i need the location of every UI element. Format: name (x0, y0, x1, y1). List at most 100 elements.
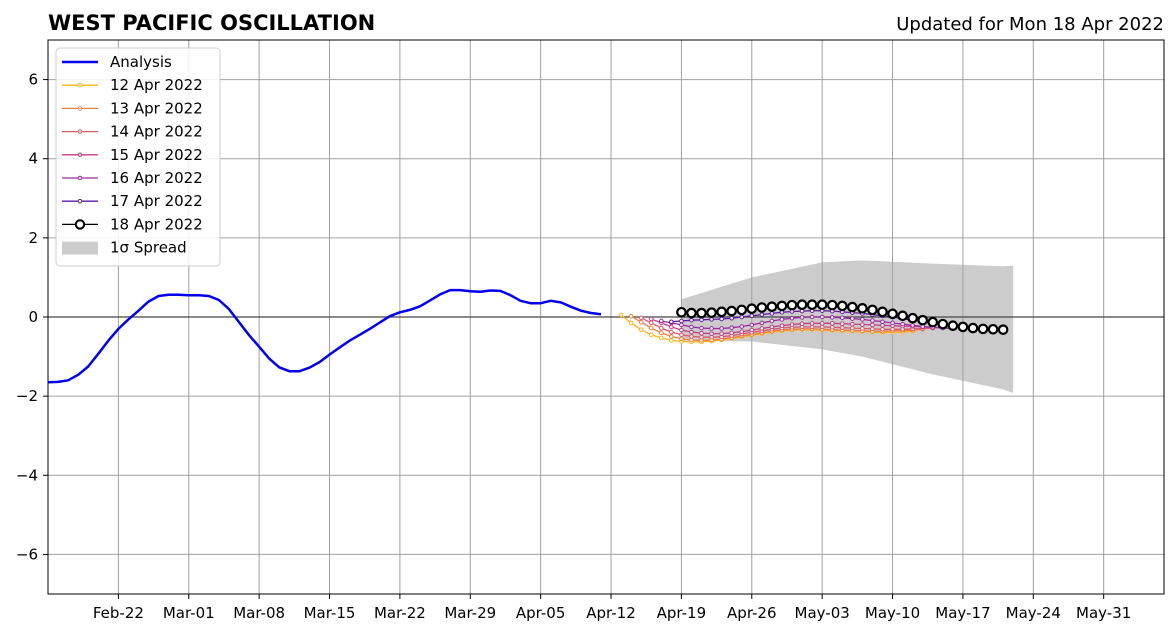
forecast-point (749, 322, 755, 328)
x-tick-label: Mar-01 (163, 604, 215, 622)
latest-forecast-point (806, 299, 818, 311)
x-tick-label: Mar-22 (374, 604, 426, 622)
latest-forecast-point (917, 314, 929, 326)
forecast-point (638, 315, 644, 321)
forecast-point (860, 317, 865, 322)
forecast-point (699, 334, 704, 340)
latest-forecast-point (766, 301, 778, 313)
latest-forecast-point (756, 302, 768, 313)
legend-label: 15 Apr 2022 (110, 146, 203, 164)
forecast-point (648, 325, 654, 331)
forecast-point (689, 324, 694, 330)
forecast-point (719, 316, 724, 322)
x-tick-label: Apr-19 (657, 604, 707, 622)
legend-marker-forecast (77, 129, 83, 134)
forecast-point (880, 323, 885, 328)
forecast-point (839, 325, 845, 330)
forecast-point (689, 317, 694, 323)
latest-forecast-point (927, 316, 939, 328)
forecast-point (739, 329, 745, 334)
legend-label: Analysis (110, 53, 172, 71)
latest-forecast-point (776, 300, 788, 312)
forecast-point (870, 318, 875, 323)
forecast-point (749, 313, 755, 319)
legend-item: 15 Apr 2022 (62, 146, 203, 164)
y-tick-label: 4 (28, 150, 38, 168)
forecast-point (839, 315, 845, 321)
forecast-point (819, 314, 825, 320)
latest-forecast-point (696, 307, 707, 319)
forecast-point (709, 326, 714, 331)
forecast-point (739, 314, 745, 320)
x-tick-label: May-17 (935, 604, 990, 622)
forecast-point (850, 325, 855, 331)
x-tick-label: Mar-08 (233, 604, 285, 622)
legend-item: Analysis (62, 53, 172, 71)
x-tick-label: May-24 (1006, 604, 1061, 622)
latest-forecast-point (957, 321, 969, 333)
forecast-point (628, 313, 634, 319)
forecast-point (699, 330, 704, 336)
forecast-point (769, 318, 775, 324)
legend-item: 13 Apr 2022 (62, 99, 203, 117)
x-tick-label: May-31 (1076, 604, 1131, 622)
forecast-point (709, 331, 714, 336)
latest-forecast-point (997, 324, 1009, 335)
latest-forecast-point (907, 312, 918, 324)
legend: Analysis 12 Apr 2022 13 Apr 2022 14 Apr 202… (55, 47, 221, 267)
forecast-point (900, 321, 905, 327)
x-tick-label: Mar-15 (304, 604, 356, 622)
latest-forecast-point (987, 323, 999, 335)
y-tick-label: 2 (28, 229, 38, 247)
latest-forecast-point (706, 307, 717, 318)
legend-marker-forecast (77, 152, 83, 158)
forecast-point (638, 327, 644, 332)
forecast-point (658, 335, 664, 341)
forecast-point (648, 316, 654, 322)
latest-forecast-point (937, 318, 949, 330)
forecast-point (618, 312, 624, 318)
forecast-point (679, 336, 684, 342)
latest-forecast-point (686, 307, 697, 319)
legend-label: 17 Apr 2022 (110, 192, 203, 210)
forecast-point (829, 321, 835, 326)
forecast-point (628, 320, 634, 326)
forecast-point (699, 317, 704, 323)
latest-forecast-point (967, 322, 979, 334)
latest-forecast-point (736, 304, 748, 316)
chart-subtitle: Updated for Mon 18 Apr 2022 (896, 14, 1164, 35)
latest-forecast-point (836, 300, 848, 312)
forecast-point (799, 321, 805, 327)
forecast-point (870, 322, 875, 328)
y-tick-label: 6 (28, 71, 38, 89)
analysis-line (47, 288, 602, 384)
legend-marker-latest (74, 219, 86, 230)
forecast-point (709, 334, 714, 340)
forecast-point (689, 337, 694, 343)
x-tick-label: Apr-05 (516, 604, 566, 622)
forecast-point (669, 329, 674, 335)
forecast-point (648, 320, 654, 326)
legend-item: 18 Apr 2022 (62, 215, 203, 233)
forecast-point (679, 332, 684, 338)
forecast-point (658, 330, 664, 336)
legend-marker-forecast (77, 106, 83, 111)
latest-forecast-point (977, 323, 989, 335)
forecast-point (729, 330, 734, 336)
x-tick-label: May-03 (795, 604, 850, 622)
latest-forecast-point (847, 301, 858, 313)
forecast-point (829, 324, 835, 330)
latest-forecast-point (816, 299, 828, 311)
legend-label: 16 Apr 2022 (110, 169, 203, 187)
latest-forecast-point (716, 306, 727, 318)
forecast-point (910, 323, 915, 328)
forecast-point (769, 311, 775, 316)
x-tick-label: May-10 (865, 604, 920, 622)
legend-swatch-spread (62, 241, 98, 255)
latest-forecast-point (796, 299, 808, 311)
forecast-point (819, 321, 825, 326)
forecast-point (779, 317, 785, 322)
forecast-point (638, 319, 644, 325)
legend-marker-forecast (77, 198, 83, 204)
